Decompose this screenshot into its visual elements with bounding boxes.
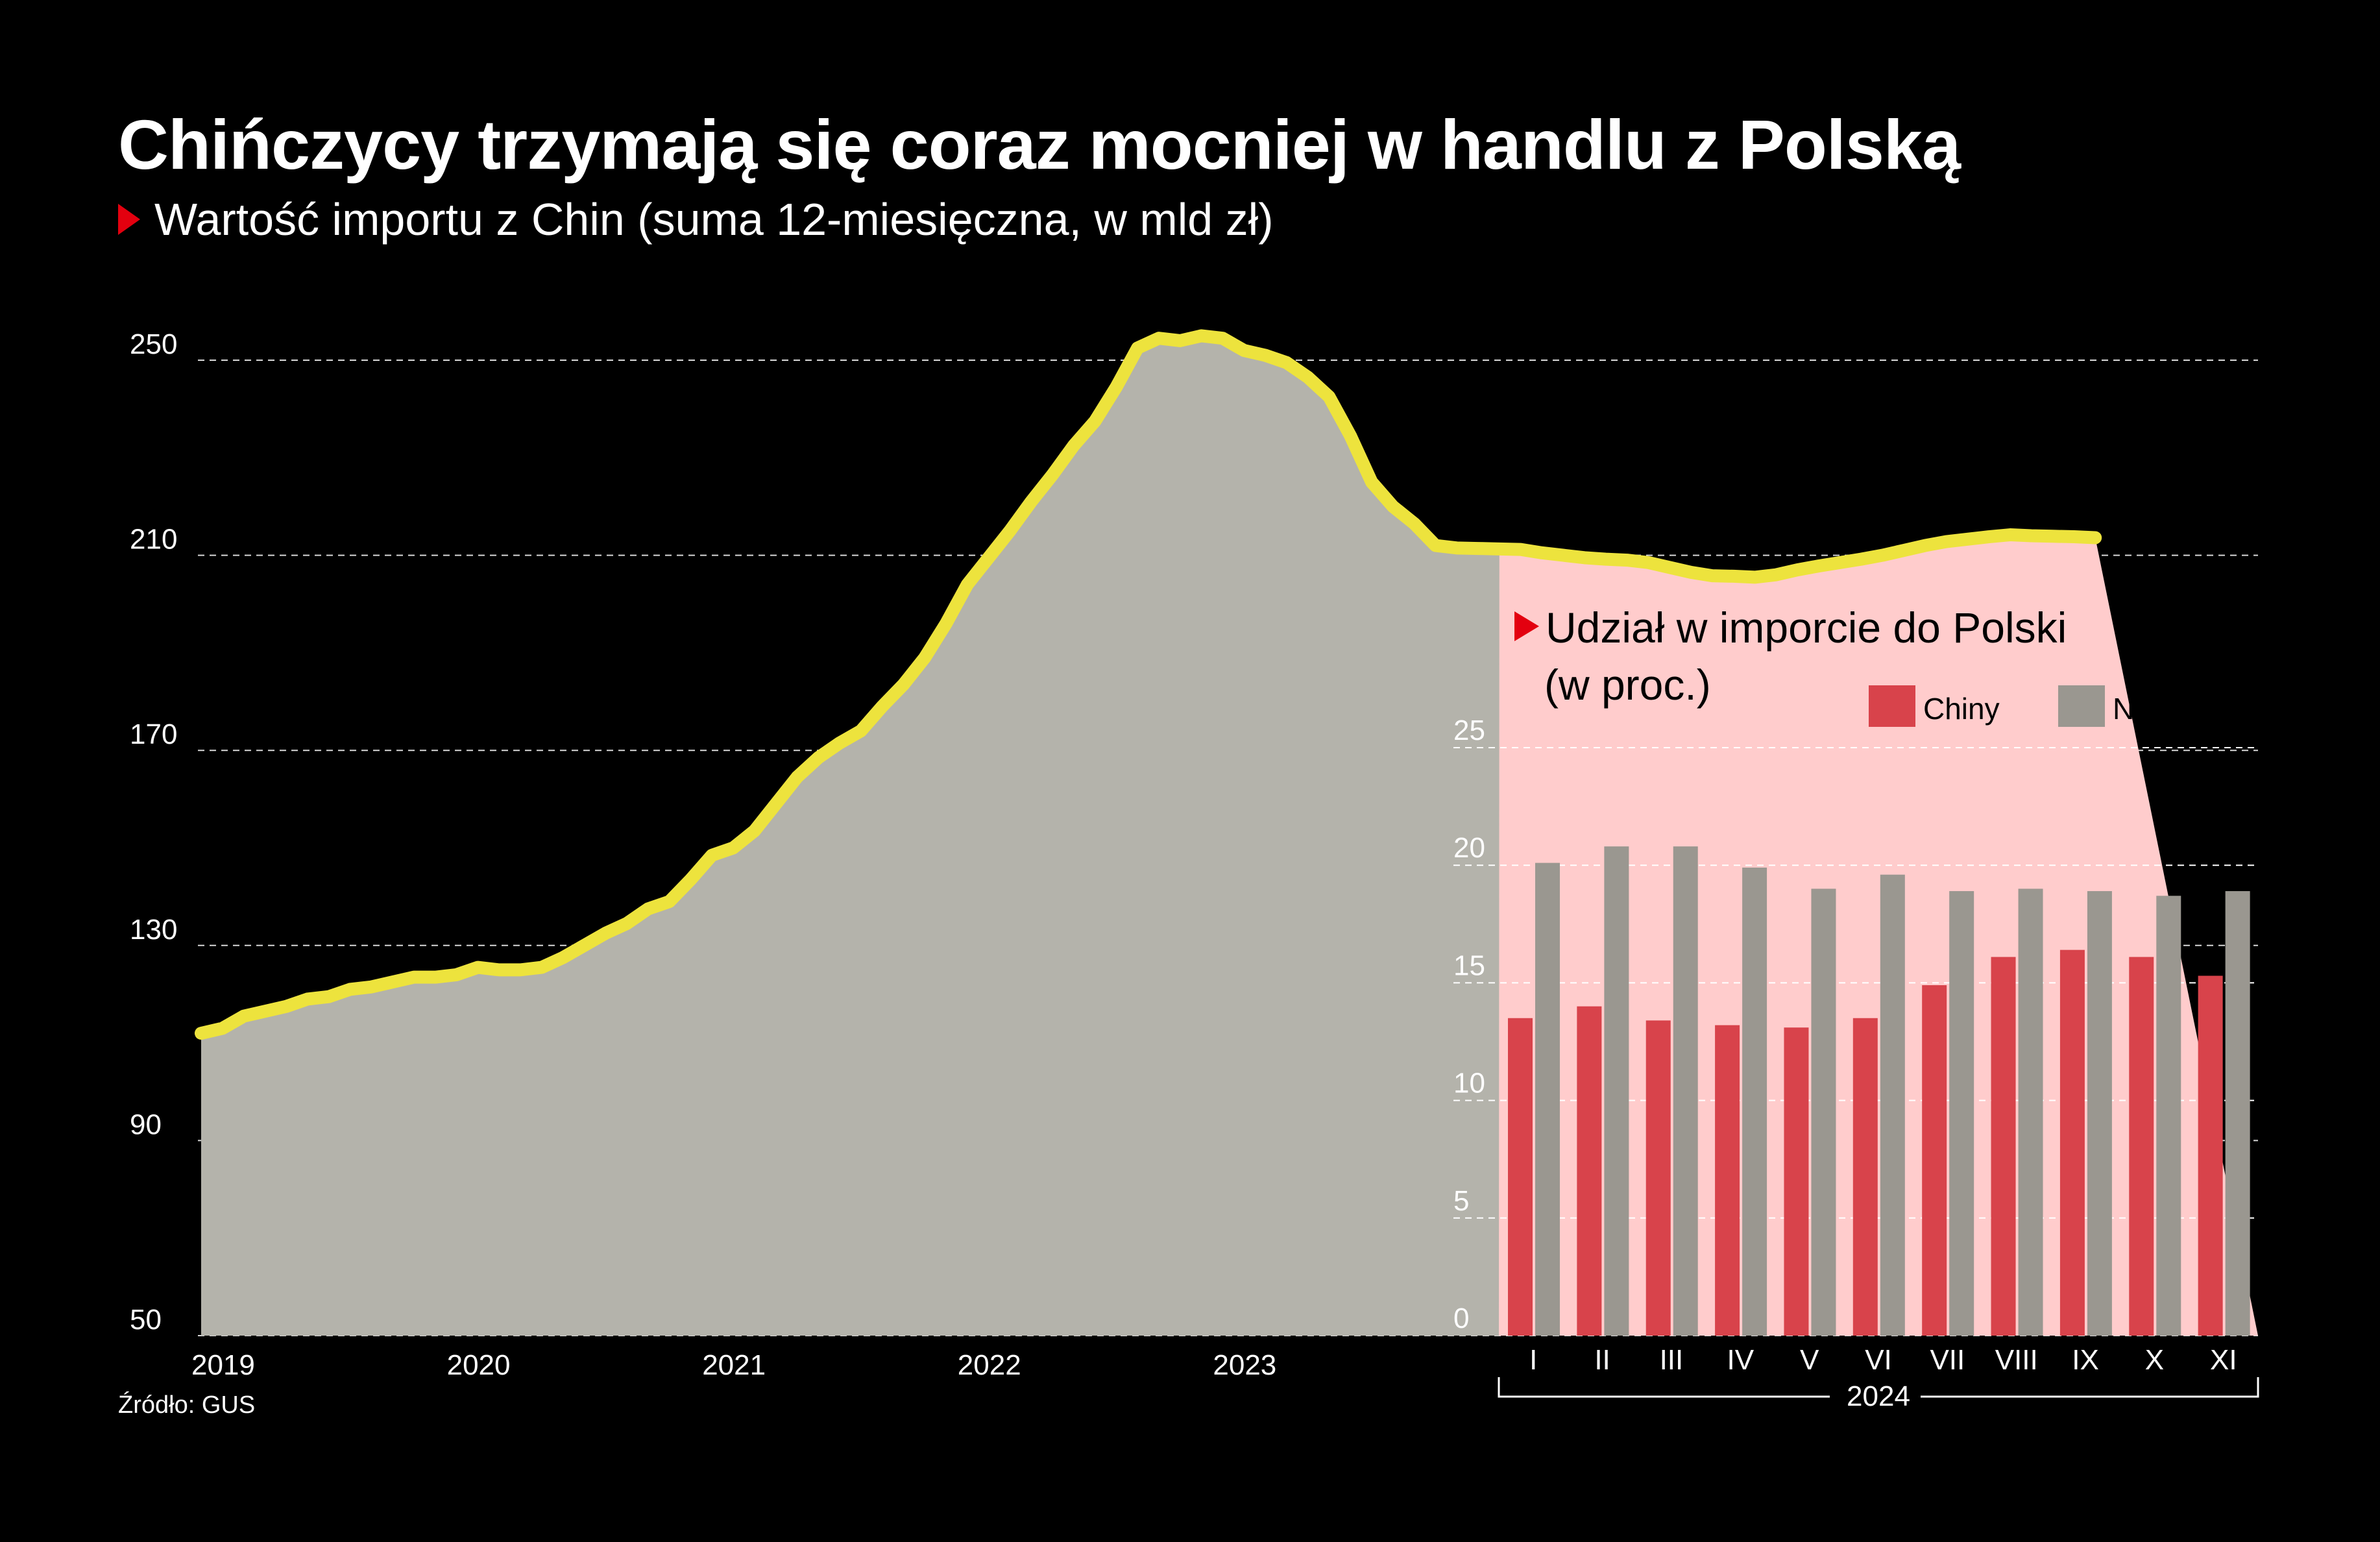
bar-chiny [2198, 975, 2223, 1336]
bar-chiny [2129, 957, 2154, 1336]
import-line [195, 329, 2102, 1040]
triangle-marker-icon [118, 203, 140, 235]
bar-chiny [1645, 1020, 1671, 1336]
bar-niemcy [1811, 888, 1836, 1336]
inset-y-tick-label: 20 [1453, 832, 1485, 864]
inset-x-tick-label: VI [1865, 1344, 1892, 1376]
chart-title: Chińczycy trzymają się coraz mocniej w h… [118, 105, 1961, 184]
bar-niemcy [2087, 891, 2112, 1336]
inset-x-tick-label: XI [2210, 1344, 2237, 1376]
y-tick-label: 90 [130, 1108, 162, 1140]
bar-niemcy [1673, 846, 1698, 1336]
x-tick-label: 2022 [958, 1349, 1021, 1381]
bar-niemcy [1880, 874, 1905, 1336]
inset-y-tick-label: 25 [1453, 715, 1485, 746]
inset-group-label: 2024 [1847, 1380, 1910, 1412]
x-tick-label: 2023 [1213, 1349, 1276, 1381]
inset-triangle-marker-icon [1514, 611, 1539, 641]
x-tick-label: 2021 [702, 1349, 766, 1381]
bar-chiny [2059, 949, 2085, 1336]
bar-chiny [1715, 1025, 1740, 1336]
source-note: Źródło: GUS [118, 1391, 256, 1419]
y-tick-label: 50 [130, 1304, 162, 1336]
inset-y-tick-label: 0 [1453, 1303, 1469, 1334]
inset-x-tick-label: VII [1930, 1344, 1965, 1376]
bar-chiny [1922, 985, 1947, 1336]
inset-x-tick-label: I [1529, 1344, 1537, 1376]
inset-x-tick-label: V [1800, 1344, 1819, 1376]
y-tick-label: 130 [130, 914, 177, 946]
bar-niemcy [1604, 846, 1629, 1336]
inset-x-tick-label: VIII [1995, 1344, 2038, 1376]
bar-niemcy [2018, 888, 2043, 1336]
inset-x-tick-label: X [2145, 1344, 2164, 1376]
inset-y-tick-label: 15 [1453, 949, 1485, 981]
inset-y-tick-label: 10 [1453, 1068, 1485, 1099]
y-tick-label: 210 [130, 524, 177, 556]
inset-x-tick-label: II [1594, 1344, 1610, 1376]
y-tick-label: 170 [130, 718, 177, 750]
x-tick-label: 2020 [447, 1349, 511, 1381]
inset-x-tick-label: III [1660, 1344, 1684, 1376]
legend-swatch-niemcy [2058, 685, 2105, 727]
inset-x-tick-label: IX [2072, 1344, 2099, 1376]
legend-label-niemcy: Niemcy [2113, 692, 2212, 726]
bar-chiny [1852, 1018, 1878, 1336]
legend-label-chiny: Chiny [1923, 692, 2000, 726]
bar-niemcy [2225, 891, 2250, 1336]
legend-swatch-chiny [1869, 685, 1915, 727]
bar-chiny [1784, 1027, 1809, 1336]
chart-subtitle-text: Wartość importu z Chin (suma 12-miesięcz… [154, 194, 1274, 245]
bar-chiny [1577, 1006, 1602, 1336]
bar-chiny [1991, 957, 2016, 1336]
y-tick-label: 250 [130, 328, 177, 360]
bar-niemcy [1949, 891, 1974, 1336]
inset-title: Udział w imporcie do Polski [1546, 604, 2067, 652]
x-tick-label: 2019 [191, 1349, 255, 1381]
bar-niemcy [2156, 896, 2181, 1336]
bar-niemcy [1535, 863, 1560, 1336]
inset-title-group: Udział w imporcie do Polski (w proc.) [1514, 604, 2067, 709]
inset-y-tick-label: 5 [1453, 1185, 1469, 1217]
inset-subtitle: (w proc.) [1544, 661, 1711, 709]
inset-x-tick-label: IV [1727, 1344, 1754, 1376]
year-bracket [1498, 1377, 2259, 1398]
chart-subtitle: Wartość importu z Chin (suma 12-miesięcz… [118, 193, 1274, 245]
bar-chiny [1508, 1018, 1533, 1336]
bar-niemcy [1742, 867, 1767, 1336]
